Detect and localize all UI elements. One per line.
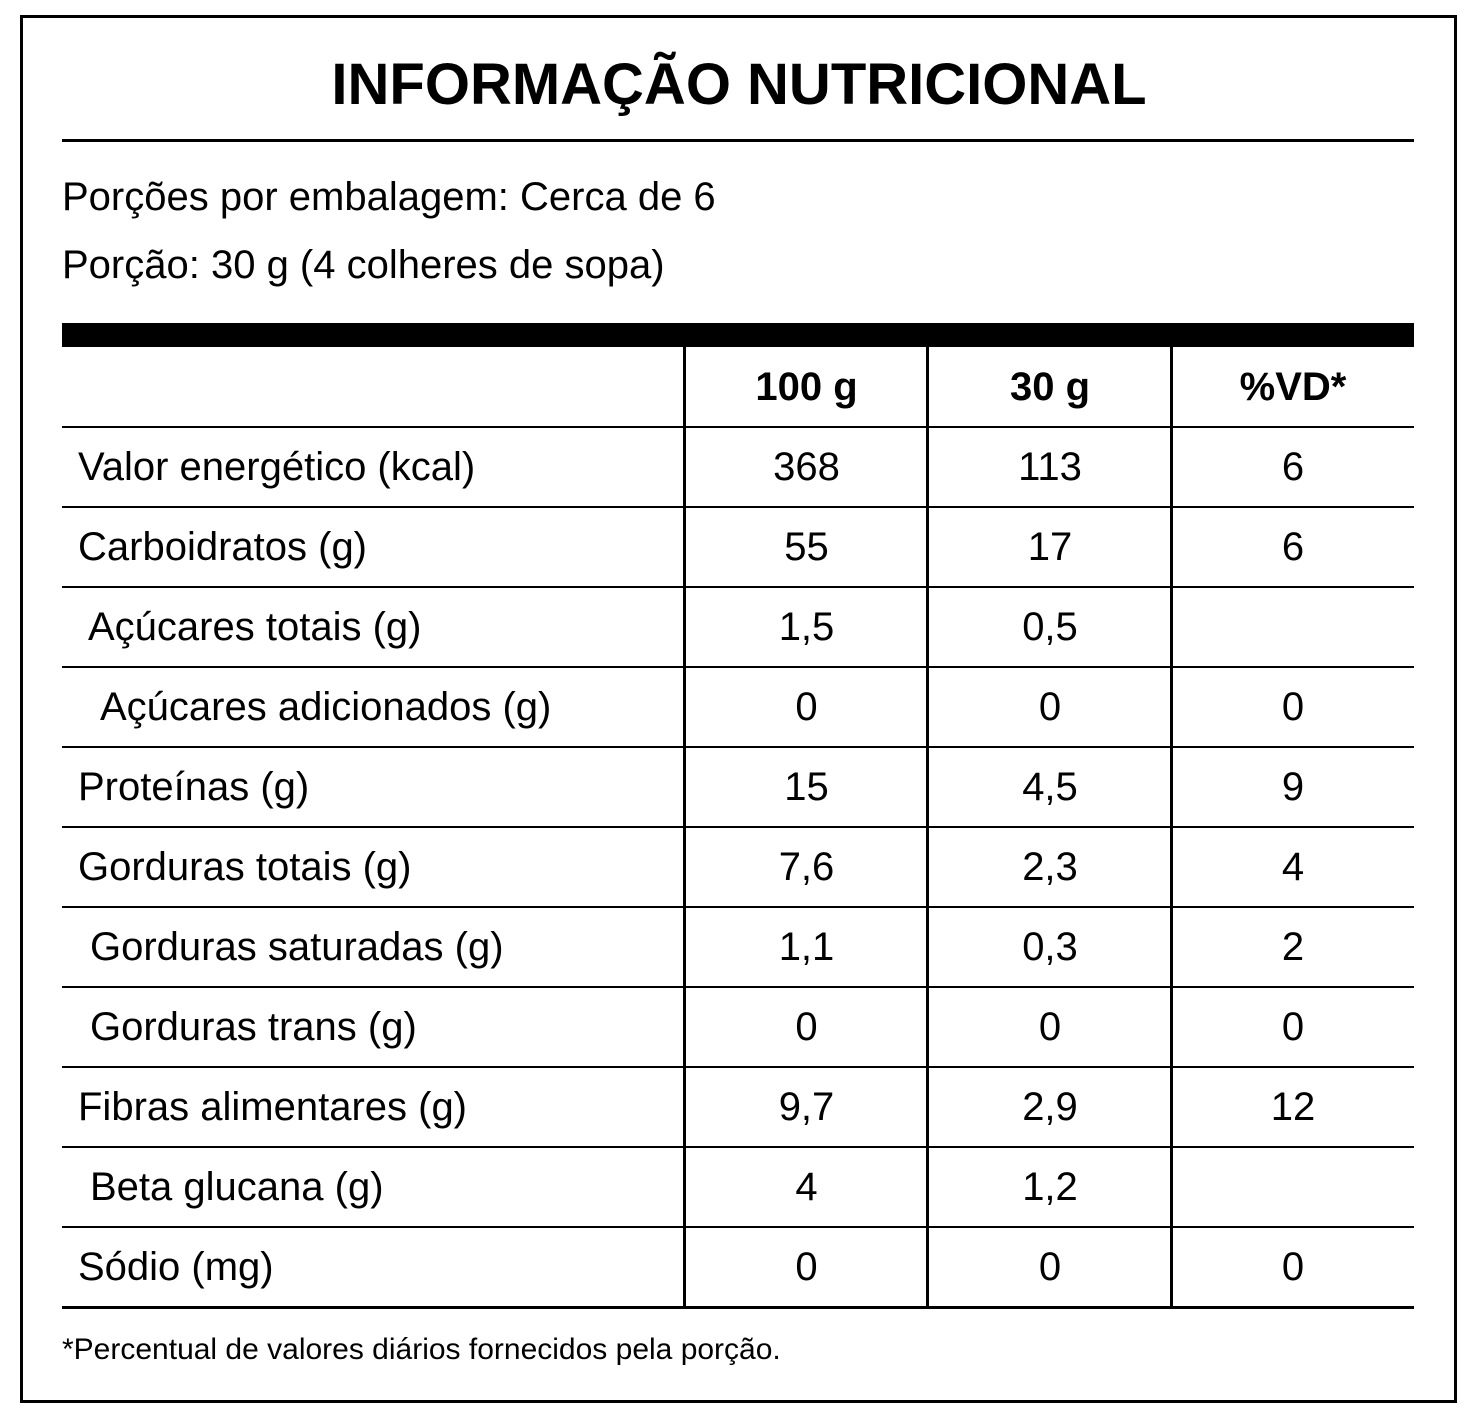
nutrient-value: 0 <box>1038 1244 1062 1289</box>
row-rule <box>62 906 1414 908</box>
servings-per-package: Porções por embalagem: Cerca de 6 <box>62 175 716 219</box>
nutrient-label: Gorduras totais (g) <box>78 844 412 889</box>
nutrient-label: Gorduras trans (g) <box>90 1004 417 1049</box>
nutrient-value: 0 <box>795 684 818 729</box>
serving-size: Porção: 30 g (4 colheres de sopa) <box>62 243 665 287</box>
label-frame <box>20 15 1457 1403</box>
column-divider <box>926 347 929 1307</box>
row-rule <box>62 666 1414 668</box>
row-rule <box>62 586 1414 588</box>
title: INFORMAÇÃO NUTRICIONAL <box>331 52 1147 117</box>
nutrient-value: 0 <box>1281 1004 1305 1049</box>
nutrient-value: 12 <box>1270 1084 1316 1129</box>
column-header: %VD* <box>1239 364 1347 409</box>
nutrient-value: 9,7 <box>778 1084 835 1129</box>
nutrient-value: 55 <box>784 524 829 569</box>
nutrient-label: Fibras alimentares (g) <box>78 1084 468 1129</box>
nutrient-value: 0,3 <box>1022 924 1078 969</box>
nutrient-value: 4 <box>1281 844 1305 889</box>
nutrient-value: 6 <box>1281 444 1305 489</box>
nutrient-value: 0 <box>1038 1004 1062 1049</box>
row-rule <box>62 1226 1414 1228</box>
nutrient-value: 0 <box>1281 684 1305 729</box>
bottom-rule <box>62 1306 1414 1309</box>
nutrient-value: 15 <box>784 764 829 809</box>
nutrient-value: 0 <box>795 1004 818 1049</box>
column-divider <box>683 347 686 1307</box>
column-header: 30 g <box>1009 364 1091 409</box>
nutrient-value: 2,3 <box>1022 844 1078 889</box>
nutrient-value: 368 <box>773 444 840 489</box>
nutrient-label: Valor energético (kcal) <box>78 444 476 489</box>
nutrient-label: Proteínas (g) <box>78 764 310 809</box>
row-rule <box>62 1146 1414 1148</box>
nutrient-value: 2 <box>1281 924 1305 969</box>
nutrient-label: Beta glucana (g) <box>90 1164 384 1209</box>
nutrient-value: 1,2 <box>1022 1164 1078 1209</box>
row-rule <box>62 506 1414 508</box>
nutrient-label: Gorduras saturadas (g) <box>90 924 504 969</box>
nutrient-value: 9 <box>1281 764 1305 809</box>
row-rule <box>62 986 1414 988</box>
nutrient-value: 0,5 <box>1022 604 1078 649</box>
nutrient-value: 7,6 <box>778 844 835 889</box>
nutrient-value: 17 <box>1027 524 1073 569</box>
nutrient-label: Sódio (mg) <box>78 1244 274 1289</box>
nutrient-value: 0 <box>1281 1244 1305 1289</box>
row-rule <box>62 826 1414 828</box>
nutrient-value: 0 <box>1038 684 1062 729</box>
row-rule <box>62 746 1414 748</box>
nutrient-label: Açúcares totais (g) <box>88 604 422 649</box>
nutrient-value: 6 <box>1281 524 1305 569</box>
row-rule <box>62 426 1414 428</box>
nutrient-value: 1,1 <box>778 924 835 969</box>
column-divider <box>1170 347 1173 1307</box>
nutrient-value: 4 <box>795 1164 818 1209</box>
nutrient-value: 113 <box>1018 444 1082 489</box>
nutrient-value: 4,5 <box>1022 764 1078 809</box>
row-rule <box>62 1066 1414 1068</box>
footnote: *Percentual de valores diários fornecido… <box>62 1333 781 1366</box>
nutrient-value: 1,5 <box>778 604 835 649</box>
title-rule <box>62 139 1414 142</box>
nutrient-label: Carboidratos (g) <box>78 524 368 569</box>
nutrient-value: 2,9 <box>1022 1084 1078 1129</box>
thick-rule <box>62 323 1414 347</box>
nutrient-label: Açúcares adicionados (g) <box>100 684 552 729</box>
column-header: 100 g <box>755 364 858 409</box>
nutrient-value: 0 <box>795 1244 818 1289</box>
